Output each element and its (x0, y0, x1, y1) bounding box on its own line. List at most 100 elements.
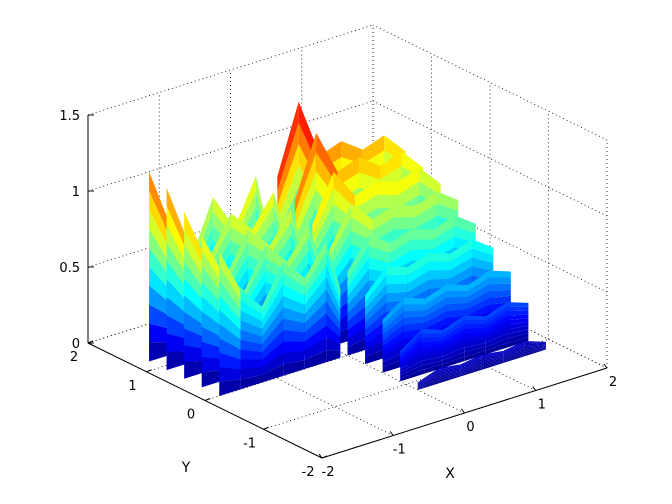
surface-patch (507, 318, 529, 325)
surface-patch (446, 309, 469, 319)
surface-patch (262, 307, 284, 345)
surface-patch (219, 266, 241, 311)
surface-patch (219, 379, 241, 396)
surface-patch (382, 331, 404, 352)
surface-patch (489, 283, 511, 292)
surface-patch (252, 191, 274, 241)
surface-patch (439, 372, 461, 381)
surface-patch (489, 277, 511, 285)
surface-patch (262, 352, 284, 375)
surface-patch (386, 275, 408, 285)
surface-patch (503, 348, 525, 359)
surface-patch (380, 151, 402, 180)
surface-patch (442, 356, 465, 368)
surface-patch (468, 297, 490, 316)
surface-patch (240, 329, 262, 345)
surface-patch (400, 342, 422, 364)
surface-patch (442, 320, 465, 338)
surface-patch (262, 284, 284, 330)
surface-patch (417, 371, 440, 385)
surface-patch (446, 290, 469, 298)
surface-patch (240, 367, 262, 380)
surface-patch (471, 239, 494, 256)
surface-patch (485, 315, 508, 332)
surface-patch (382, 311, 404, 336)
surface-patch (400, 333, 422, 358)
surface-patch (403, 316, 426, 325)
surface-patch (460, 366, 482, 376)
surface-patch (269, 208, 292, 256)
surface-patch (372, 217, 395, 243)
surface-patch (365, 348, 387, 365)
surface-patch (201, 235, 224, 285)
surface-patch (201, 341, 224, 360)
surface-patch (503, 341, 525, 353)
surface-patch (417, 368, 440, 384)
surface-patch (362, 135, 385, 165)
surface-patch (464, 327, 486, 334)
surface-row (400, 302, 529, 382)
surface-patch (333, 171, 356, 209)
surface-patch (365, 284, 387, 317)
surface-patch (450, 239, 472, 262)
surface-patch (149, 209, 171, 265)
surface-patch (304, 277, 327, 315)
surface-patch (507, 325, 529, 334)
surface-patch (184, 295, 206, 327)
surface-patch (425, 304, 447, 323)
surface-patch (436, 191, 459, 211)
surface-patch (326, 350, 341, 363)
surface-patch (184, 360, 206, 379)
surface-patch (329, 203, 352, 258)
y-axis-label: Y (181, 460, 191, 476)
y-tick-label: 2 (70, 350, 78, 365)
surface-patch (419, 167, 441, 196)
surface-patch (316, 132, 338, 187)
surface-patch (481, 354, 504, 361)
surface-patch (503, 351, 525, 361)
surface-patch (390, 239, 412, 263)
surface-patch (400, 360, 422, 376)
surface-patch (439, 374, 461, 382)
side-wall-grid-line (372, 24, 608, 141)
surface-patch (277, 144, 299, 220)
y-tick-label: -2 (302, 465, 315, 480)
surface-patch (304, 337, 327, 360)
surface-patch (407, 280, 430, 301)
surface-patch (421, 352, 443, 361)
surface-patch (524, 348, 546, 357)
surface-patch (201, 326, 224, 349)
surface-patch (507, 329, 529, 339)
surface-patch (219, 251, 241, 301)
surface-patch (326, 277, 341, 317)
surface-patch (407, 270, 430, 293)
surface-patch (485, 329, 508, 343)
surface-patch (283, 273, 305, 297)
surface-patch (421, 333, 443, 339)
surface-patch (337, 157, 359, 187)
surface-patch (240, 320, 262, 337)
surface-patch (417, 374, 440, 387)
surface-patch (240, 290, 262, 315)
surface-patch (347, 314, 369, 339)
x-tick-label: -1 (393, 443, 406, 458)
surface-patch (201, 250, 224, 296)
surface-patch (439, 365, 461, 372)
surface-patch (503, 345, 525, 356)
surface-patch (283, 359, 305, 376)
surface-patch (312, 203, 334, 259)
surface-patch (439, 364, 461, 370)
surface-patch (365, 320, 387, 344)
surface-patch (382, 297, 404, 325)
surface-patch (464, 331, 486, 339)
surface-patch (365, 293, 387, 324)
surface-patch (407, 261, 430, 284)
surface-patch (149, 190, 171, 252)
surface-patch (397, 167, 420, 195)
surface-patch (326, 301, 341, 331)
surface-patch (240, 310, 262, 330)
surface-patch (415, 203, 437, 229)
x-tick-mark (532, 386, 537, 391)
surface-patch (415, 191, 437, 218)
surface-patch (468, 291, 490, 310)
